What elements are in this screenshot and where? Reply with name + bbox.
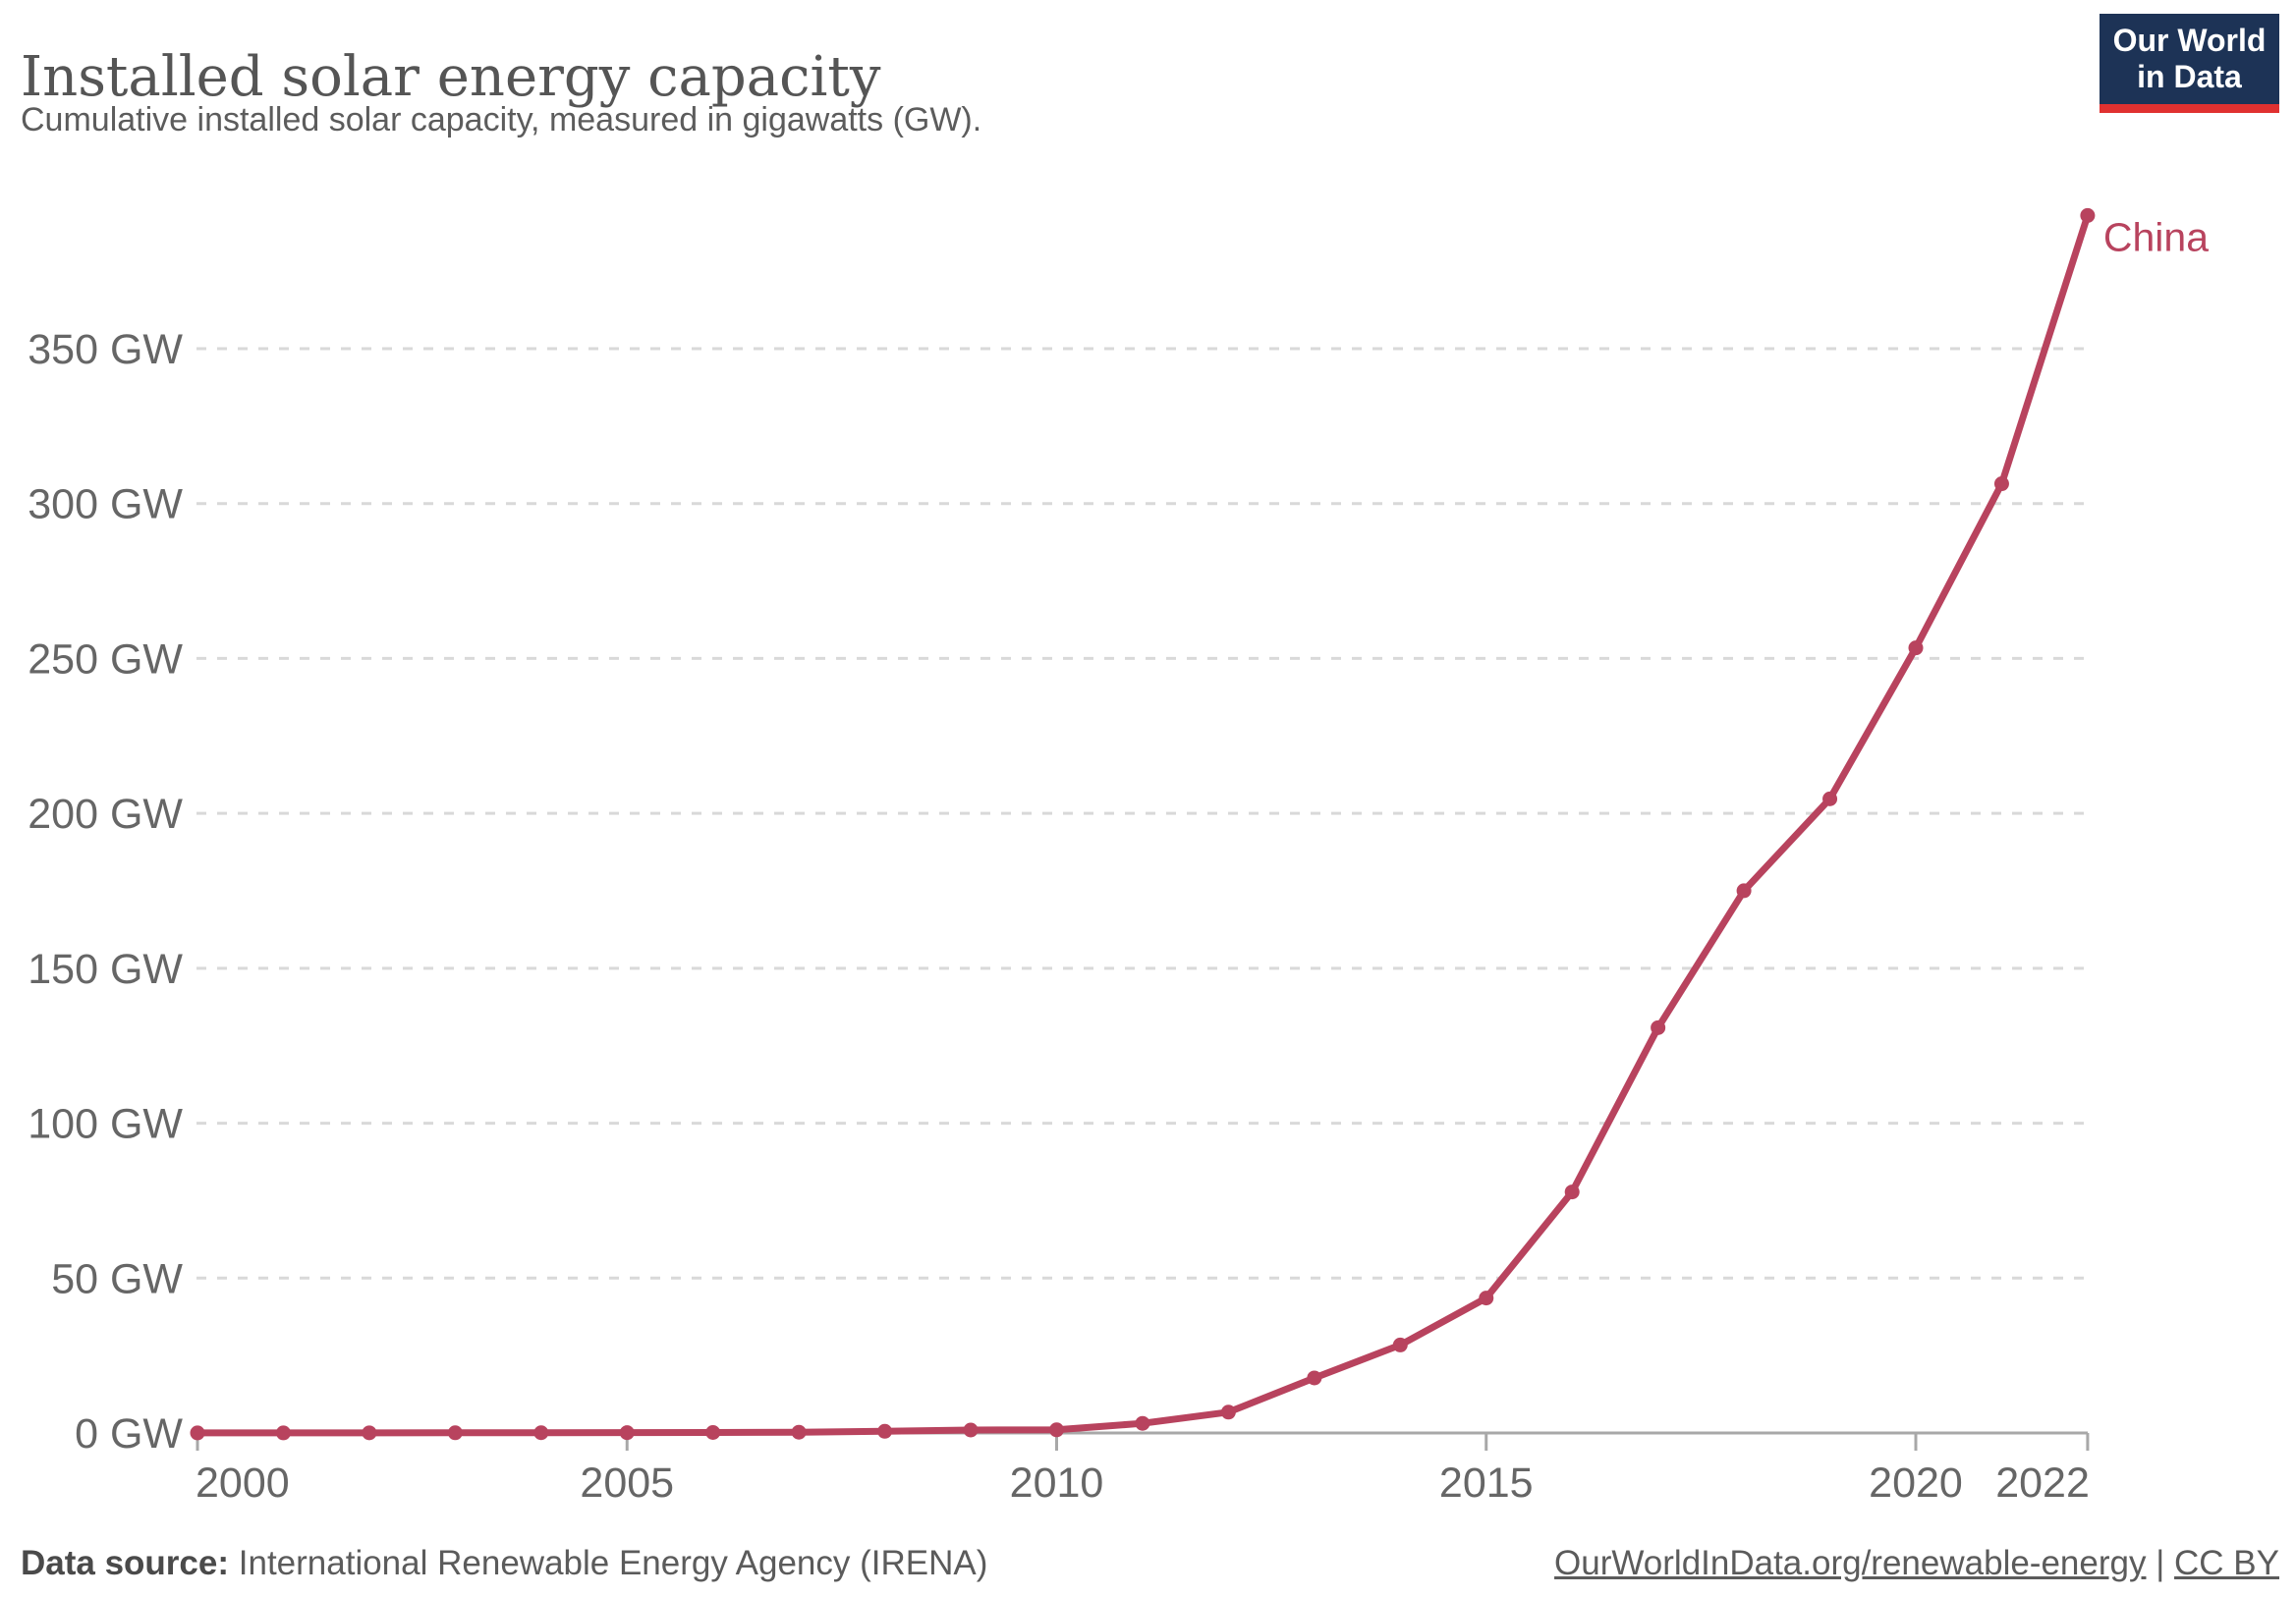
x-tick-label-2022: 2022 bbox=[1995, 1459, 2090, 1507]
data-source-text: International Renewable Energy Agency (I… bbox=[229, 1544, 988, 1582]
data-point-china-2004[interactable] bbox=[533, 1425, 549, 1441]
y-tick-label-200: 200 GW bbox=[28, 791, 183, 838]
data-point-china-2020[interactable] bbox=[1908, 640, 1924, 656]
data-point-china-2001[interactable] bbox=[275, 1425, 291, 1441]
footer-links: OurWorldInData.org/renewable-energy | CC… bbox=[1554, 1544, 2279, 1583]
footer-separator: | bbox=[2146, 1544, 2175, 1582]
y-tick-label-150: 150 GW bbox=[28, 946, 183, 993]
x-tick-label-2010: 2010 bbox=[1010, 1459, 1104, 1507]
y-tick-label-250: 250 GW bbox=[28, 635, 183, 683]
data-point-china-2015[interactable] bbox=[1479, 1291, 1494, 1306]
data-point-china-2003[interactable] bbox=[447, 1425, 463, 1441]
x-tick-label-2020: 2020 bbox=[1869, 1459, 1963, 1507]
series-line-china[interactable] bbox=[194, 211, 2092, 1437]
license-link[interactable]: CC BY bbox=[2174, 1544, 2279, 1582]
chart-subtitle: Cumulative installed solar capacity, mea… bbox=[21, 101, 982, 138]
data-point-china-2012[interactable] bbox=[1220, 1404, 1236, 1420]
data-point-china-2005[interactable] bbox=[619, 1425, 635, 1441]
data-point-china-2008[interactable] bbox=[877, 1423, 893, 1439]
data-point-china-2011[interactable] bbox=[1135, 1415, 1150, 1431]
owid-logo-line1: Our World bbox=[2112, 23, 2267, 58]
data-point-china-2007[interactable] bbox=[791, 1424, 807, 1440]
data-point-china-2010[interactable] bbox=[1049, 1422, 1064, 1438]
y-tick-label-50: 50 GW bbox=[51, 1255, 183, 1302]
x-tick-label-2000: 2000 bbox=[196, 1459, 290, 1507]
data-point-china-2019[interactable] bbox=[1822, 791, 1838, 806]
y-tick-label-300: 300 GW bbox=[28, 481, 183, 528]
data-point-china-2006[interactable] bbox=[705, 1424, 721, 1440]
x-tick-label-2005: 2005 bbox=[580, 1459, 674, 1507]
owid-logo[interactable]: Our World in Data bbox=[2100, 14, 2279, 113]
y-tick-label-350: 350 GW bbox=[28, 326, 183, 373]
data-point-china-2000[interactable] bbox=[190, 1425, 205, 1441]
chart-footer: Data source: International Renewable Ene… bbox=[21, 1544, 2279, 1583]
data-point-china-2016[interactable] bbox=[1564, 1184, 1580, 1200]
data-point-china-2013[interactable] bbox=[1307, 1370, 1322, 1386]
y-tick-label-0: 0 GW bbox=[75, 1410, 183, 1458]
data-point-china-2002[interactable] bbox=[362, 1425, 377, 1441]
x-tick-label-2015: 2015 bbox=[1439, 1459, 1534, 1507]
series-label-china: China bbox=[2103, 214, 2209, 259]
owid-url-link[interactable]: OurWorldInData.org/renewable-energy bbox=[1554, 1544, 2147, 1582]
data-point-china-2009[interactable] bbox=[963, 1422, 979, 1438]
data-source-label: Data source: bbox=[21, 1544, 230, 1582]
chart-title: Installed solar energy capacity bbox=[21, 44, 881, 109]
data-point-china-2022[interactable] bbox=[2080, 207, 2096, 223]
data-point-china-2021[interactable] bbox=[1993, 476, 2009, 492]
data-source-note: Data source: International Renewable Ene… bbox=[21, 1544, 987, 1583]
data-point-china-2017[interactable] bbox=[1651, 1019, 1666, 1035]
data-point-china-2014[interactable] bbox=[1392, 1337, 1408, 1352]
owid-logo-line2: in Data bbox=[2137, 59, 2242, 94]
y-tick-label-100: 100 GW bbox=[28, 1101, 183, 1148]
data-point-china-2018[interactable] bbox=[1736, 883, 1752, 899]
